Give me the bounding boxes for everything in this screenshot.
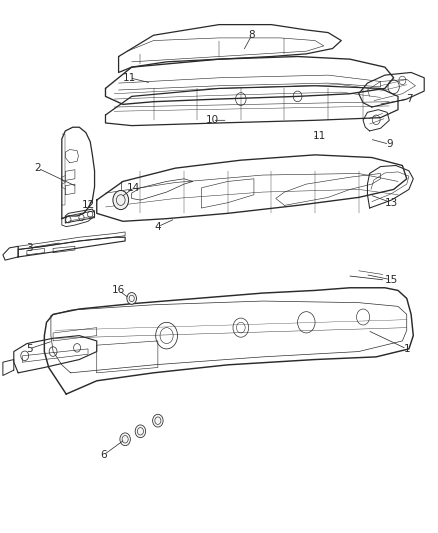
Text: 10: 10: [206, 115, 219, 125]
Circle shape: [127, 293, 137, 304]
Circle shape: [120, 433, 131, 446]
Text: 15: 15: [385, 275, 398, 285]
Text: 8: 8: [248, 30, 255, 41]
Text: 6: 6: [100, 450, 106, 460]
Text: 12: 12: [81, 200, 95, 211]
Text: 1: 1: [403, 344, 410, 354]
Text: 13: 13: [385, 198, 398, 208]
Circle shape: [152, 414, 163, 427]
Text: 9: 9: [386, 139, 392, 149]
Circle shape: [113, 190, 129, 209]
Circle shape: [135, 425, 146, 438]
Text: 5: 5: [26, 344, 32, 354]
Text: 11: 11: [313, 131, 326, 141]
Text: 3: 3: [26, 243, 32, 253]
Text: 14: 14: [127, 183, 141, 193]
Text: 2: 2: [35, 163, 41, 173]
Text: 11: 11: [123, 73, 136, 83]
Text: 4: 4: [155, 222, 161, 232]
Text: 7: 7: [406, 94, 412, 104]
Text: 16: 16: [112, 286, 125, 295]
